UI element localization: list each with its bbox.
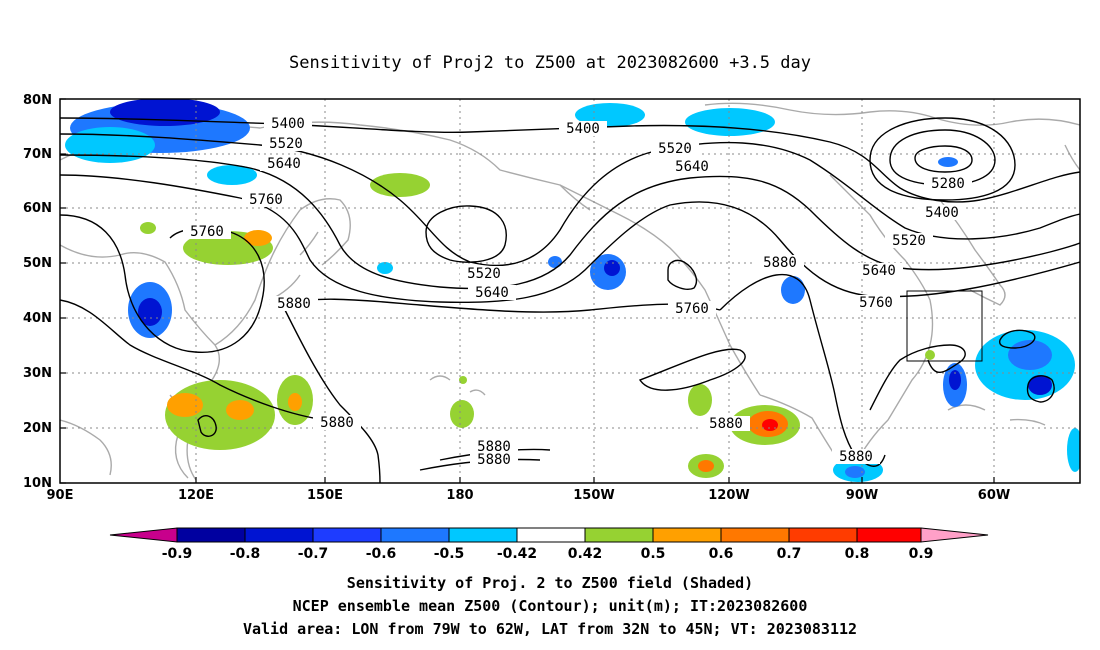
contour-label: 5640 <box>862 263 896 279</box>
colorbar-segment <box>720 527 790 543</box>
contour-labels: 5400 5520 5640 5760 5760 5880 5880 5880 … <box>183 116 972 468</box>
colorbar-segment <box>516 527 586 543</box>
colorbar-label: 0.42 <box>568 546 603 562</box>
map-panel: 5400 5520 5640 5760 5760 5880 5880 5880 … <box>23 93 1081 503</box>
colorbar-segment <box>584 527 654 543</box>
contour-label: 5520 <box>658 141 692 157</box>
lat-label: 60N <box>23 201 52 216</box>
contour-label: 5880 <box>839 449 873 465</box>
colorbar-segment <box>856 527 922 543</box>
lat-label: 20N <box>23 421 52 436</box>
colorbar-segment <box>244 527 314 543</box>
colorbar-segment <box>652 527 722 543</box>
contour-label: 5880 <box>763 255 797 271</box>
coastlines <box>60 102 1080 483</box>
footer-line-contour: NCEP ensemble mean Z500 (Contour); unit(… <box>293 597 808 615</box>
lon-label: 150W <box>573 488 614 503</box>
lon-label: 90W <box>846 488 878 503</box>
colorbar-label: -0.7 <box>298 546 329 562</box>
map-frame <box>59 98 1081 484</box>
colorbar-lower-triangle <box>109 527 178 543</box>
lat-label: 30N <box>23 366 52 381</box>
colorbar-segment <box>448 527 518 543</box>
lat-label: 70N <box>23 147 52 162</box>
lon-label: 180 <box>446 488 473 503</box>
contour-label: 5400 <box>925 205 959 221</box>
colorbar-upper-triangle <box>920 527 989 543</box>
contour-label: 5880 <box>477 439 511 455</box>
colorbar-label: -0.8 <box>230 546 261 562</box>
colorbar-label: 0.5 <box>641 546 666 562</box>
longitude-labels: 90E 120E 150E 180 150W 120W 90W 60W <box>47 488 1011 503</box>
colorbar-label: 0.9 <box>909 546 934 562</box>
contour-label: 5760 <box>675 301 709 317</box>
footer-line-valid-area: Valid area: LON from 79W to 62W, LAT fro… <box>243 620 857 638</box>
contour-label: 5880 <box>477 452 511 468</box>
contour-label: 5760 <box>859 295 893 311</box>
colorbar: -0.9 -0.8 -0.7 -0.6 -0.5 -0.42 0.42 0.5 … <box>109 527 989 562</box>
colorbar-label: -0.6 <box>366 546 397 562</box>
contour-label: 5760 <box>249 192 283 208</box>
colorbar-label: -0.5 <box>434 546 465 562</box>
lon-label: 120W <box>708 488 749 503</box>
lat-label: 80N <box>23 93 52 108</box>
contour-label: 5760 <box>190 224 224 240</box>
colorbar-segment <box>312 527 382 543</box>
colorbar-label: 0.6 <box>709 546 734 562</box>
colorbar-label: 0.7 <box>777 546 802 562</box>
contour-label: 5400 <box>271 116 305 132</box>
contour-label: 5640 <box>267 156 301 172</box>
contour-label: 5280 <box>931 176 965 192</box>
colorbar-label: 0.8 <box>845 546 870 562</box>
colorbar-segment <box>380 527 450 543</box>
lon-label: 150E <box>307 488 343 503</box>
colorbar-label: -0.42 <box>497 546 537 562</box>
contour-label: 5520 <box>892 233 926 249</box>
colorbar-segment <box>176 527 246 543</box>
latitude-labels: 10N 20N 30N 40N 50N 60N 70N 80N <box>23 93 52 491</box>
lon-label: 60W <box>978 488 1010 503</box>
lat-label: 40N <box>23 311 52 326</box>
lat-label: 10N <box>23 476 52 491</box>
contour-label: 5520 <box>467 266 501 282</box>
map-title: Sensitivity of Proj2 to Z500 at 20230826… <box>289 53 811 73</box>
contour-label: 5520 <box>269 136 303 152</box>
contour-label: 5640 <box>675 159 709 175</box>
colorbar-segment <box>788 527 858 543</box>
lat-label: 50N <box>23 256 52 271</box>
axis-ticks <box>60 98 995 484</box>
contour-label: 5880 <box>709 416 743 432</box>
footer-text: Sensitivity of Proj. 2 to Z500 field (Sh… <box>243 574 857 638</box>
contour-label: 5880 <box>277 296 311 312</box>
lon-label: 120E <box>178 488 214 503</box>
contour-label: 5400 <box>566 121 600 137</box>
footer-line-shading: Sensitivity of Proj. 2 to Z500 field (Sh… <box>347 574 753 592</box>
valid-area-box <box>906 290 983 362</box>
contour-label: 5640 <box>475 285 509 301</box>
lon-label: 90E <box>47 488 74 503</box>
contour-label: 5880 <box>320 415 354 431</box>
colorbar-label: -0.9 <box>162 546 193 562</box>
